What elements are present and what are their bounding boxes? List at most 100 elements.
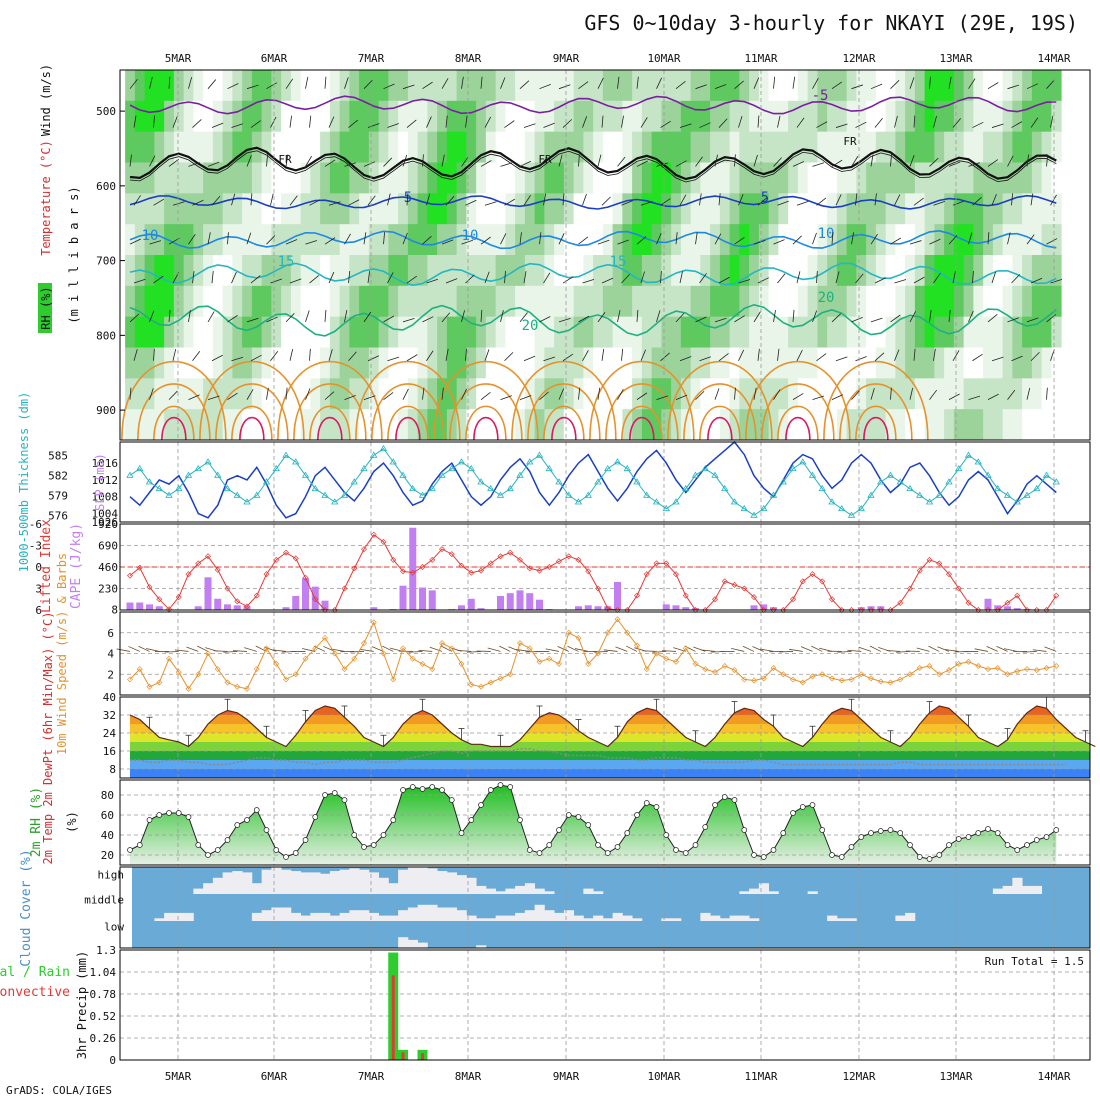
thickness-marker [574, 498, 583, 505]
rh-shade [602, 347, 614, 379]
rh-shade [300, 100, 311, 133]
rh-shade [710, 316, 721, 348]
rh-marker [390, 817, 397, 823]
rh-shade [339, 224, 350, 256]
rh-shade [203, 255, 214, 287]
rh-shade [885, 193, 896, 225]
rh-shade [1002, 378, 1013, 410]
rh-shade [992, 100, 1004, 133]
rh-shade [768, 131, 779, 163]
wind-barb [422, 235, 432, 245]
wind-barb [636, 160, 648, 167]
rh-shade [368, 224, 380, 256]
rh-shade [300, 409, 311, 441]
rh-shade [680, 224, 692, 256]
rh-shade [1041, 285, 1052, 318]
wind-barb [968, 310, 974, 323]
rh-shade [1012, 316, 1023, 348]
rh-shade [378, 409, 389, 441]
wind-barb [952, 350, 960, 361]
rh-shade [807, 255, 818, 287]
rh-shade [378, 131, 389, 163]
rh-shade [427, 285, 438, 318]
rh-shade [719, 378, 731, 410]
lifted-index-marker [497, 553, 504, 560]
rh-shade [905, 255, 916, 287]
rh-shade [583, 224, 594, 256]
wind-barb [816, 121, 828, 128]
rh-shade [329, 316, 341, 348]
wind-barb [211, 271, 214, 284]
rh-shade [466, 316, 477, 348]
wind-barb [582, 193, 587, 206]
rh-shade [134, 131, 146, 163]
rh-shade [290, 255, 302, 287]
wind-speed-marker [565, 629, 572, 636]
rh-shade [320, 162, 331, 194]
thickness-marker [233, 491, 241, 498]
rh-shade [359, 285, 370, 318]
lifted-index-marker [721, 578, 728, 585]
cloud-cell [710, 915, 721, 921]
wind-barb [422, 81, 433, 90]
surface-wind-barb [360, 648, 374, 652]
rh-marker [546, 842, 553, 848]
cloud-cell [622, 915, 633, 921]
rh-shade [261, 378, 272, 410]
wind-speed-marker [409, 655, 416, 662]
rh-shade [583, 70, 594, 102]
rh-shade [573, 316, 584, 348]
wind-barb [227, 392, 238, 400]
wind-barb [519, 395, 532, 401]
rh-shade [632, 409, 643, 441]
wind-barb [402, 154, 408, 167]
rh-shade [1041, 316, 1052, 348]
rh-shade [261, 100, 272, 133]
rh-shade [1012, 131, 1023, 163]
rh-shade [407, 193, 419, 225]
rh-shade [622, 378, 633, 410]
panel-frame [119, 69, 1091, 441]
cloud-cell [602, 918, 614, 921]
wind-barb [383, 83, 395, 90]
lifted-index-marker [195, 560, 202, 567]
cape-tick: 230 [98, 583, 118, 596]
wind-barb [348, 271, 351, 284]
rh-shade [134, 378, 146, 410]
wind-barb [387, 193, 391, 206]
rh-shade [1041, 131, 1052, 163]
thickness-marker [184, 471, 193, 478]
wind-speed-marker [907, 671, 913, 678]
rh-marker [643, 800, 650, 806]
rh-shade [427, 378, 438, 410]
wind-barb [461, 310, 465, 323]
rh-shade [349, 131, 360, 163]
wind-barb [621, 348, 624, 361]
rh-shade [144, 409, 155, 441]
rh-shade [856, 347, 867, 379]
lifted-index-marker [205, 553, 211, 560]
wind-speed-marker [926, 662, 933, 669]
cloud-cell [417, 867, 428, 894]
rh-shade [788, 316, 799, 348]
wind10-axis-label: 10m Wind Speed (m/s) & Barbs [55, 553, 69, 755]
rh-shade [534, 131, 545, 163]
wind-barb [792, 235, 802, 245]
cape-bar [984, 598, 992, 610]
surface-wind-barb [174, 649, 189, 652]
rh-shade [476, 255, 487, 287]
rh-shade [953, 162, 965, 194]
wind-barb [933, 115, 937, 128]
rh-shade [466, 409, 477, 441]
rh-shade [456, 193, 467, 225]
wind-speed-marker [390, 676, 397, 683]
wind-speed-marker [760, 675, 767, 682]
wind-barb [695, 84, 707, 90]
wind-barb [367, 355, 380, 362]
rh-shade [329, 285, 341, 318]
rh-shade [320, 224, 331, 256]
rh-shade [212, 255, 224, 287]
wind-barb [539, 156, 548, 167]
rh-shade [612, 285, 623, 318]
rh-shade [807, 224, 818, 256]
